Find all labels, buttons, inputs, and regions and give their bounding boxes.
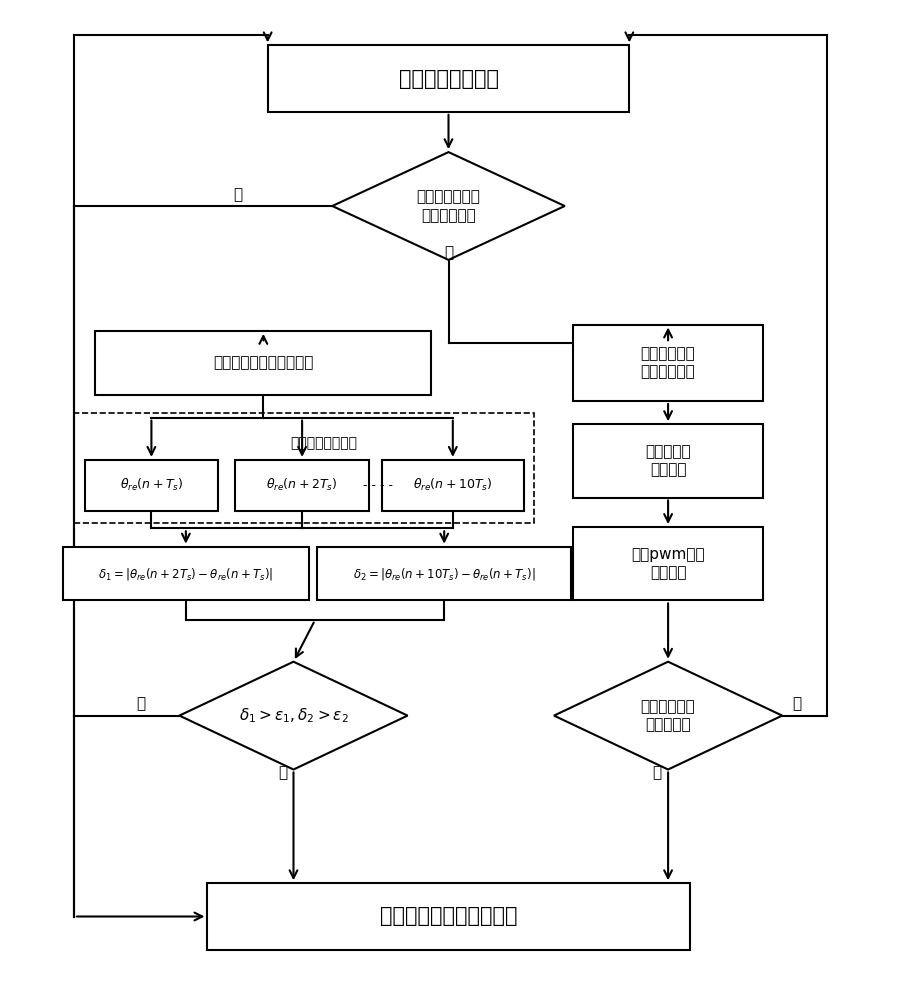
Text: $\delta_1=|\theta_{re}(n+2T_s)-\theta_{re}(n+T_s)|$: $\delta_1=|\theta_{re}(n+2T_s)-\theta_{r…	[99, 566, 274, 582]
Text: 上位机判断电机
是否正常工作: 上位机判断电机 是否正常工作	[416, 189, 481, 223]
Text: 正余弦脉冲信
号始终为零: 正余弦脉冲信 号始终为零	[640, 699, 695, 732]
FancyBboxPatch shape	[382, 460, 524, 511]
Text: 旋转变压器位置信号解算: 旋转变压器位置信号解算	[213, 355, 314, 370]
FancyBboxPatch shape	[318, 547, 571, 600]
Text: 旋转变压器正
余弦信号采集: 旋转变压器正 余弦信号采集	[640, 346, 695, 380]
FancyBboxPatch shape	[63, 547, 309, 600]
FancyBboxPatch shape	[207, 883, 690, 950]
Polygon shape	[332, 152, 565, 260]
Text: 是: 是	[652, 765, 661, 780]
Text: $\theta_{re}(n+10T_s)$: $\theta_{re}(n+10T_s)$	[414, 477, 492, 493]
Text: 生成pwm脉冲
信号比较: 生成pwm脉冲 信号比较	[631, 547, 705, 580]
Text: 否: 否	[233, 187, 242, 202]
Polygon shape	[554, 662, 782, 770]
FancyBboxPatch shape	[573, 527, 762, 600]
Text: $\delta_2=|\theta_{re}(n+10T_s)-\theta_{re}(n+T_s)|$: $\delta_2=|\theta_{re}(n+10T_s)-\theta_{…	[353, 566, 536, 582]
Text: 变桨系统切换到故障状态: 变桨系统切换到故障状态	[379, 906, 518, 926]
Text: 否: 否	[793, 696, 802, 711]
FancyBboxPatch shape	[573, 424, 762, 498]
FancyBboxPatch shape	[573, 325, 762, 401]
FancyBboxPatch shape	[267, 45, 630, 112]
Text: 是: 是	[444, 246, 453, 261]
Text: $\delta_1>\varepsilon_1,\delta_2>\varepsilon_2$: $\delta_1>\varepsilon_1,\delta_2>\vareps…	[239, 706, 348, 725]
FancyBboxPatch shape	[235, 460, 369, 511]
Text: 变桨系统正常运行: 变桨系统正常运行	[398, 69, 499, 89]
Polygon shape	[179, 662, 407, 770]
Text: - - - -: - - - -	[363, 479, 393, 492]
Text: 是: 是	[279, 765, 288, 780]
FancyBboxPatch shape	[95, 331, 431, 395]
FancyBboxPatch shape	[84, 460, 218, 511]
Text: 正余弦信号
数字调制: 正余弦信号 数字调制	[645, 444, 691, 478]
Text: 连续十个采样周期: 连续十个采样周期	[290, 436, 357, 450]
Text: $\theta_{re}(n+2T_s)$: $\theta_{re}(n+2T_s)$	[266, 477, 338, 493]
Text: $\theta_{re}(n+T_s)$: $\theta_{re}(n+T_s)$	[119, 477, 183, 493]
Text: 否: 否	[136, 696, 145, 711]
Bar	[74, 413, 535, 523]
